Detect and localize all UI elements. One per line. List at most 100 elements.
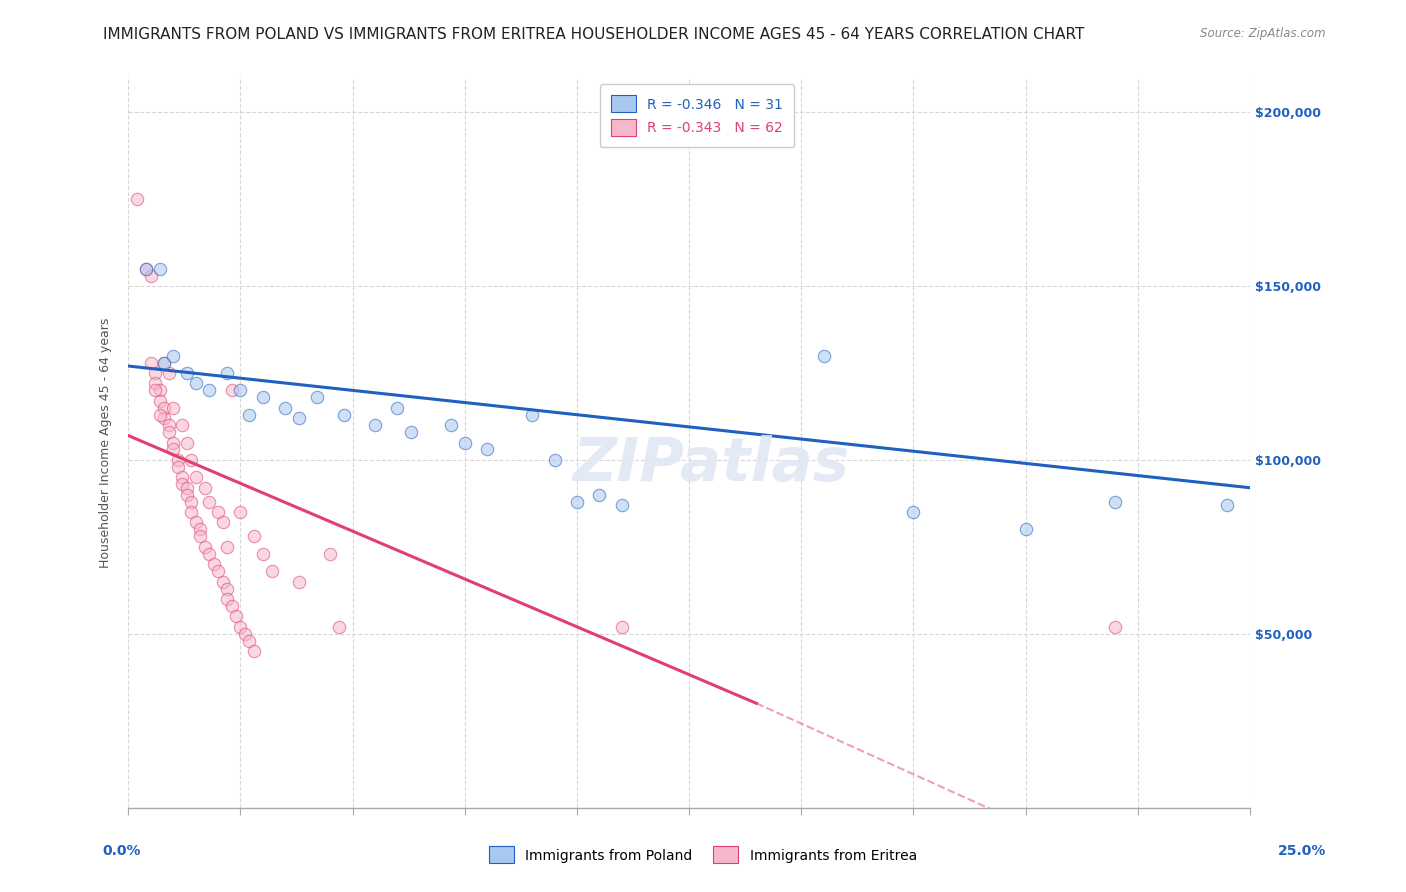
Point <box>139 268 162 283</box>
Point <box>252 390 274 404</box>
Point <box>162 349 184 363</box>
Point <box>225 609 247 624</box>
Point <box>143 366 166 380</box>
Point <box>143 384 166 398</box>
Point <box>215 540 238 554</box>
Point <box>153 355 176 369</box>
Point <box>454 435 477 450</box>
Point <box>166 459 188 474</box>
Point <box>238 408 260 422</box>
Point <box>180 453 202 467</box>
Point <box>364 418 387 433</box>
Point <box>252 547 274 561</box>
Point <box>157 418 180 433</box>
Legend: Immigrants from Poland, Immigrants from Eritrea: Immigrants from Poland, Immigrants from … <box>484 841 922 869</box>
Point <box>188 529 211 543</box>
Text: 25.0%: 25.0% <box>1278 844 1326 858</box>
Point <box>274 401 297 415</box>
Point <box>233 626 256 640</box>
Point <box>198 384 221 398</box>
Point <box>260 564 283 578</box>
Point <box>215 582 238 596</box>
Point <box>543 453 565 467</box>
Point <box>399 425 422 439</box>
Point <box>305 390 328 404</box>
Point <box>172 418 194 433</box>
Point <box>166 453 188 467</box>
Point <box>238 633 260 648</box>
Text: ZIPatlas: ZIPatlas <box>574 435 851 494</box>
Point <box>1014 523 1036 537</box>
Text: IMMIGRANTS FROM POLAND VS IMMIGRANTS FROM ERITREA HOUSEHOLDER INCOME AGES 45 - 6: IMMIGRANTS FROM POLAND VS IMMIGRANTS FRO… <box>103 27 1084 42</box>
Point <box>477 442 499 457</box>
Point <box>610 620 633 634</box>
Point <box>180 494 202 508</box>
Point <box>1104 494 1126 508</box>
Point <box>172 470 194 484</box>
Point <box>903 505 925 519</box>
Text: 0.0%: 0.0% <box>103 844 141 858</box>
Point <box>215 592 238 607</box>
Text: Source: ZipAtlas.com: Source: ZipAtlas.com <box>1201 27 1326 40</box>
Point <box>162 435 184 450</box>
Point <box>211 574 233 589</box>
Point <box>243 644 266 658</box>
Point <box>229 620 252 634</box>
Point <box>184 470 207 484</box>
Point <box>153 355 176 369</box>
Point <box>176 366 198 380</box>
Point <box>610 498 633 512</box>
Point <box>440 418 463 433</box>
Point <box>162 442 184 457</box>
Point <box>319 547 342 561</box>
Point <box>1216 498 1239 512</box>
Point <box>243 529 266 543</box>
Point <box>184 516 207 530</box>
Point <box>207 505 229 519</box>
Point <box>157 425 180 439</box>
Point <box>211 516 233 530</box>
Point <box>198 494 221 508</box>
Point <box>229 505 252 519</box>
Point <box>207 564 229 578</box>
Point <box>180 505 202 519</box>
Legend: R = -0.346   N = 31, R = -0.343   N = 62: R = -0.346 N = 31, R = -0.343 N = 62 <box>600 85 794 147</box>
Point <box>135 261 157 276</box>
Point <box>332 408 354 422</box>
Point <box>387 401 409 415</box>
Point <box>184 376 207 391</box>
Point <box>157 366 180 380</box>
Point <box>176 481 198 495</box>
Point <box>149 384 172 398</box>
Point <box>188 523 211 537</box>
Point <box>198 547 221 561</box>
Point <box>328 620 350 634</box>
Point <box>229 384 252 398</box>
Point <box>176 488 198 502</box>
Y-axis label: Householder Income Ages 45 - 64 years: Householder Income Ages 45 - 64 years <box>100 318 112 567</box>
Point <box>176 435 198 450</box>
Point <box>565 494 588 508</box>
Point <box>162 401 184 415</box>
Point <box>288 574 311 589</box>
Point <box>127 192 149 206</box>
Point <box>215 366 238 380</box>
Point <box>588 488 610 502</box>
Point <box>520 408 543 422</box>
Point <box>149 408 172 422</box>
Point <box>143 376 166 391</box>
Point <box>194 481 217 495</box>
Point <box>149 393 172 408</box>
Point <box>288 411 311 425</box>
Point <box>153 411 176 425</box>
Point <box>813 349 835 363</box>
Point <box>149 261 172 276</box>
Point <box>1104 620 1126 634</box>
Point <box>153 401 176 415</box>
Point <box>221 599 243 613</box>
Point <box>139 355 162 369</box>
Point <box>135 261 157 276</box>
Point <box>172 477 194 491</box>
Point <box>221 384 243 398</box>
Point <box>194 540 217 554</box>
